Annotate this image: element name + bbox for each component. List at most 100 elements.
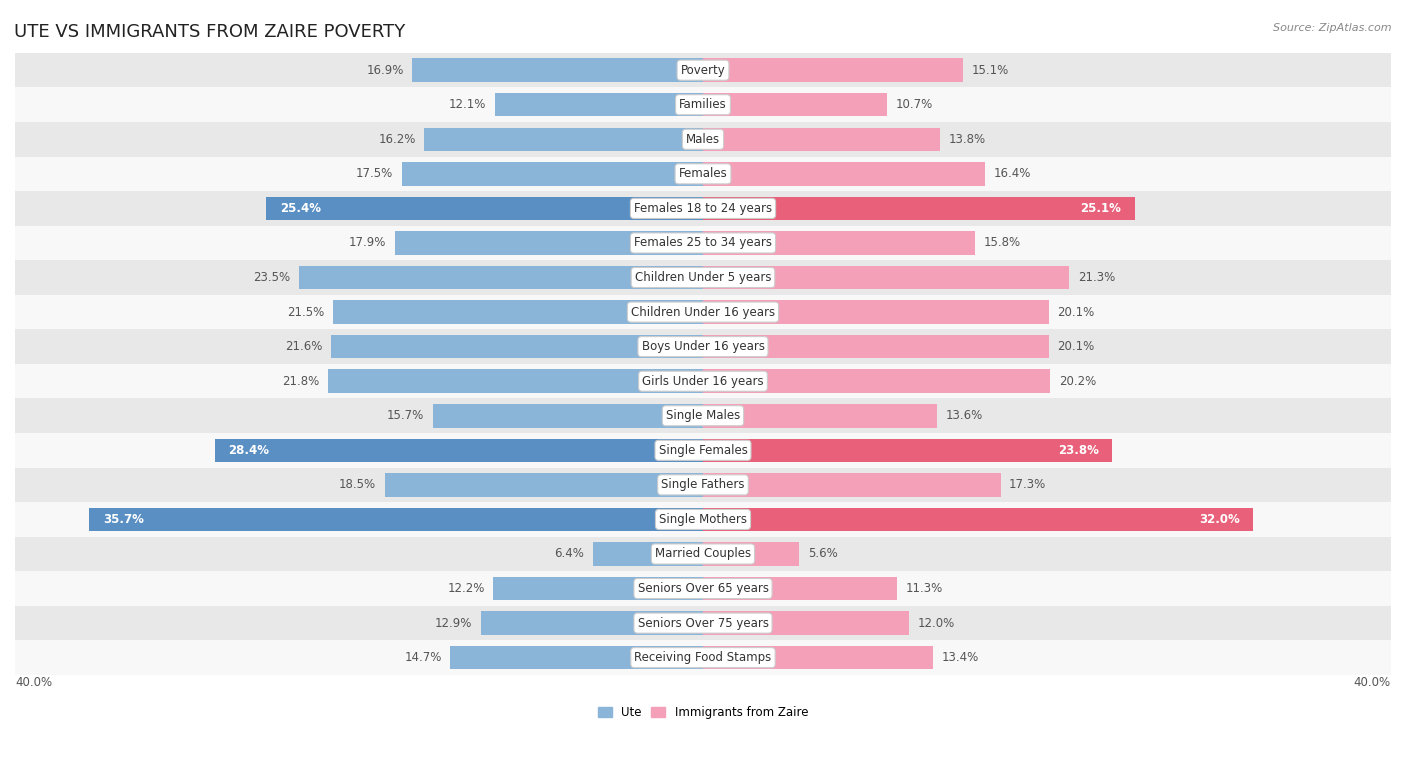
Bar — [703, 508, 1253, 531]
Bar — [450, 646, 703, 669]
Bar — [703, 577, 897, 600]
Bar — [703, 231, 974, 255]
Bar — [332, 335, 703, 359]
Bar — [703, 196, 1135, 220]
Text: 6.4%: 6.4% — [554, 547, 585, 560]
Bar — [15, 537, 1391, 572]
Text: Single Mothers: Single Mothers — [659, 513, 747, 526]
Text: 28.4%: 28.4% — [228, 444, 270, 457]
Bar — [703, 162, 986, 186]
Text: Source: ZipAtlas.com: Source: ZipAtlas.com — [1274, 23, 1392, 33]
Text: 12.9%: 12.9% — [434, 616, 472, 630]
Text: 14.7%: 14.7% — [404, 651, 441, 664]
Text: Single Females: Single Females — [658, 444, 748, 457]
Bar — [703, 127, 941, 151]
Text: Females 18 to 24 years: Females 18 to 24 years — [634, 202, 772, 215]
Bar — [703, 542, 800, 565]
Text: 15.7%: 15.7% — [387, 409, 425, 422]
Text: 16.4%: 16.4% — [994, 168, 1031, 180]
Bar — [495, 93, 703, 117]
Text: 20.1%: 20.1% — [1057, 305, 1094, 318]
Text: 21.5%: 21.5% — [287, 305, 325, 318]
Text: 12.2%: 12.2% — [447, 582, 485, 595]
Text: Seniors Over 75 years: Seniors Over 75 years — [637, 616, 769, 630]
Bar — [15, 606, 1391, 641]
Bar — [494, 577, 703, 600]
Bar — [15, 330, 1391, 364]
Bar — [215, 439, 703, 462]
Text: 40.0%: 40.0% — [15, 676, 52, 689]
Bar — [402, 162, 703, 186]
Bar — [15, 87, 1391, 122]
Bar — [703, 612, 910, 635]
Text: 15.1%: 15.1% — [972, 64, 1008, 77]
Text: Receiving Food Stamps: Receiving Food Stamps — [634, 651, 772, 664]
Text: Boys Under 16 years: Boys Under 16 years — [641, 340, 765, 353]
Text: Females: Females — [679, 168, 727, 180]
Text: 12.1%: 12.1% — [449, 99, 486, 111]
Bar — [15, 122, 1391, 157]
Text: 13.4%: 13.4% — [942, 651, 980, 664]
Bar — [703, 473, 1001, 496]
Bar — [15, 502, 1391, 537]
Bar — [593, 542, 703, 565]
Bar — [15, 641, 1391, 675]
Bar — [328, 369, 703, 393]
Bar — [15, 191, 1391, 226]
Bar — [89, 508, 703, 531]
Bar — [425, 127, 703, 151]
Text: 10.7%: 10.7% — [896, 99, 934, 111]
Text: Children Under 5 years: Children Under 5 years — [634, 271, 772, 284]
Bar — [15, 399, 1391, 433]
Bar — [703, 369, 1050, 393]
Text: 13.8%: 13.8% — [949, 133, 986, 146]
Text: Males: Males — [686, 133, 720, 146]
Bar — [15, 260, 1391, 295]
Bar — [433, 404, 703, 428]
Text: 23.8%: 23.8% — [1057, 444, 1098, 457]
Text: 15.8%: 15.8% — [983, 236, 1021, 249]
Text: 21.8%: 21.8% — [283, 374, 319, 387]
Text: Single Males: Single Males — [666, 409, 740, 422]
Bar — [266, 196, 703, 220]
Bar — [703, 58, 963, 82]
Text: 12.0%: 12.0% — [918, 616, 955, 630]
Text: 23.5%: 23.5% — [253, 271, 290, 284]
Text: 5.6%: 5.6% — [808, 547, 838, 560]
Text: 21.6%: 21.6% — [285, 340, 323, 353]
Bar — [15, 572, 1391, 606]
Bar — [395, 231, 703, 255]
Text: 20.1%: 20.1% — [1057, 340, 1094, 353]
Bar — [703, 335, 1049, 359]
Text: 16.9%: 16.9% — [367, 64, 404, 77]
Text: Children Under 16 years: Children Under 16 years — [631, 305, 775, 318]
Text: 17.3%: 17.3% — [1010, 478, 1046, 491]
Bar — [299, 266, 703, 290]
Bar — [481, 612, 703, 635]
Text: Single Fathers: Single Fathers — [661, 478, 745, 491]
Text: 16.2%: 16.2% — [378, 133, 416, 146]
Bar — [15, 468, 1391, 502]
Text: 17.9%: 17.9% — [349, 236, 387, 249]
Text: 32.0%: 32.0% — [1199, 513, 1240, 526]
Text: Girls Under 16 years: Girls Under 16 years — [643, 374, 763, 387]
Text: Married Couples: Married Couples — [655, 547, 751, 560]
Bar — [703, 404, 936, 428]
Text: 18.5%: 18.5% — [339, 478, 377, 491]
Bar — [15, 364, 1391, 399]
Text: 21.3%: 21.3% — [1078, 271, 1115, 284]
Bar — [15, 433, 1391, 468]
Text: 35.7%: 35.7% — [103, 513, 143, 526]
Text: Poverty: Poverty — [681, 64, 725, 77]
Bar — [412, 58, 703, 82]
Bar — [333, 300, 703, 324]
Bar — [15, 295, 1391, 330]
Text: 20.2%: 20.2% — [1059, 374, 1097, 387]
Text: 25.4%: 25.4% — [280, 202, 321, 215]
Text: 25.1%: 25.1% — [1080, 202, 1121, 215]
Text: Females 25 to 34 years: Females 25 to 34 years — [634, 236, 772, 249]
Text: UTE VS IMMIGRANTS FROM ZAIRE POVERTY: UTE VS IMMIGRANTS FROM ZAIRE POVERTY — [14, 23, 405, 41]
Bar — [703, 93, 887, 117]
Bar — [15, 53, 1391, 87]
Text: 11.3%: 11.3% — [905, 582, 943, 595]
